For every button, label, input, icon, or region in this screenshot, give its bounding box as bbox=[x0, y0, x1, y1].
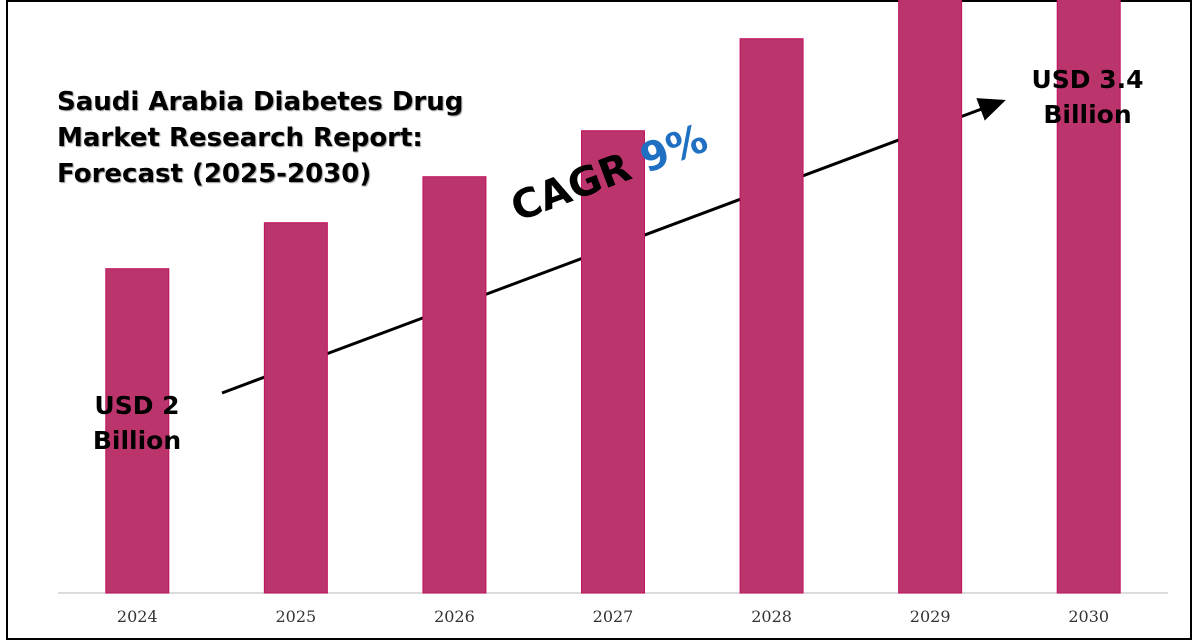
end-value-label: USD 3.4 Billion bbox=[1020, 62, 1155, 132]
bar-2030 bbox=[1056, 0, 1121, 594]
bar-2028 bbox=[739, 38, 804, 594]
x-tick-label-2030: 2030 bbox=[1068, 607, 1109, 626]
end-label-line2: Billion bbox=[1043, 100, 1132, 129]
start-value-label: USD 2 Billion bbox=[72, 388, 202, 458]
bar-2029 bbox=[898, 0, 963, 594]
x-tick-label-2028: 2028 bbox=[751, 607, 792, 626]
bar-2027 bbox=[581, 130, 645, 594]
chart-title: Saudi Arabia Diabetes Drug Market Resear… bbox=[57, 87, 464, 189]
end-label-line1: USD 3.4 bbox=[1031, 65, 1144, 94]
x-tick-label-2026: 2026 bbox=[434, 607, 475, 626]
x-tick-label-2025: 2025 bbox=[275, 607, 316, 626]
x-tick-label-2029: 2029 bbox=[910, 607, 951, 626]
x-tick-label-2024: 2024 bbox=[117, 607, 158, 626]
bar-2024 bbox=[105, 268, 170, 594]
x-tick-label-2027: 2027 bbox=[593, 607, 634, 626]
bar-2026 bbox=[422, 176, 487, 594]
start-label-line2: Billion bbox=[92, 426, 182, 455]
start-label-line1: USD 2 bbox=[94, 391, 180, 420]
bar-2025 bbox=[263, 222, 328, 594]
